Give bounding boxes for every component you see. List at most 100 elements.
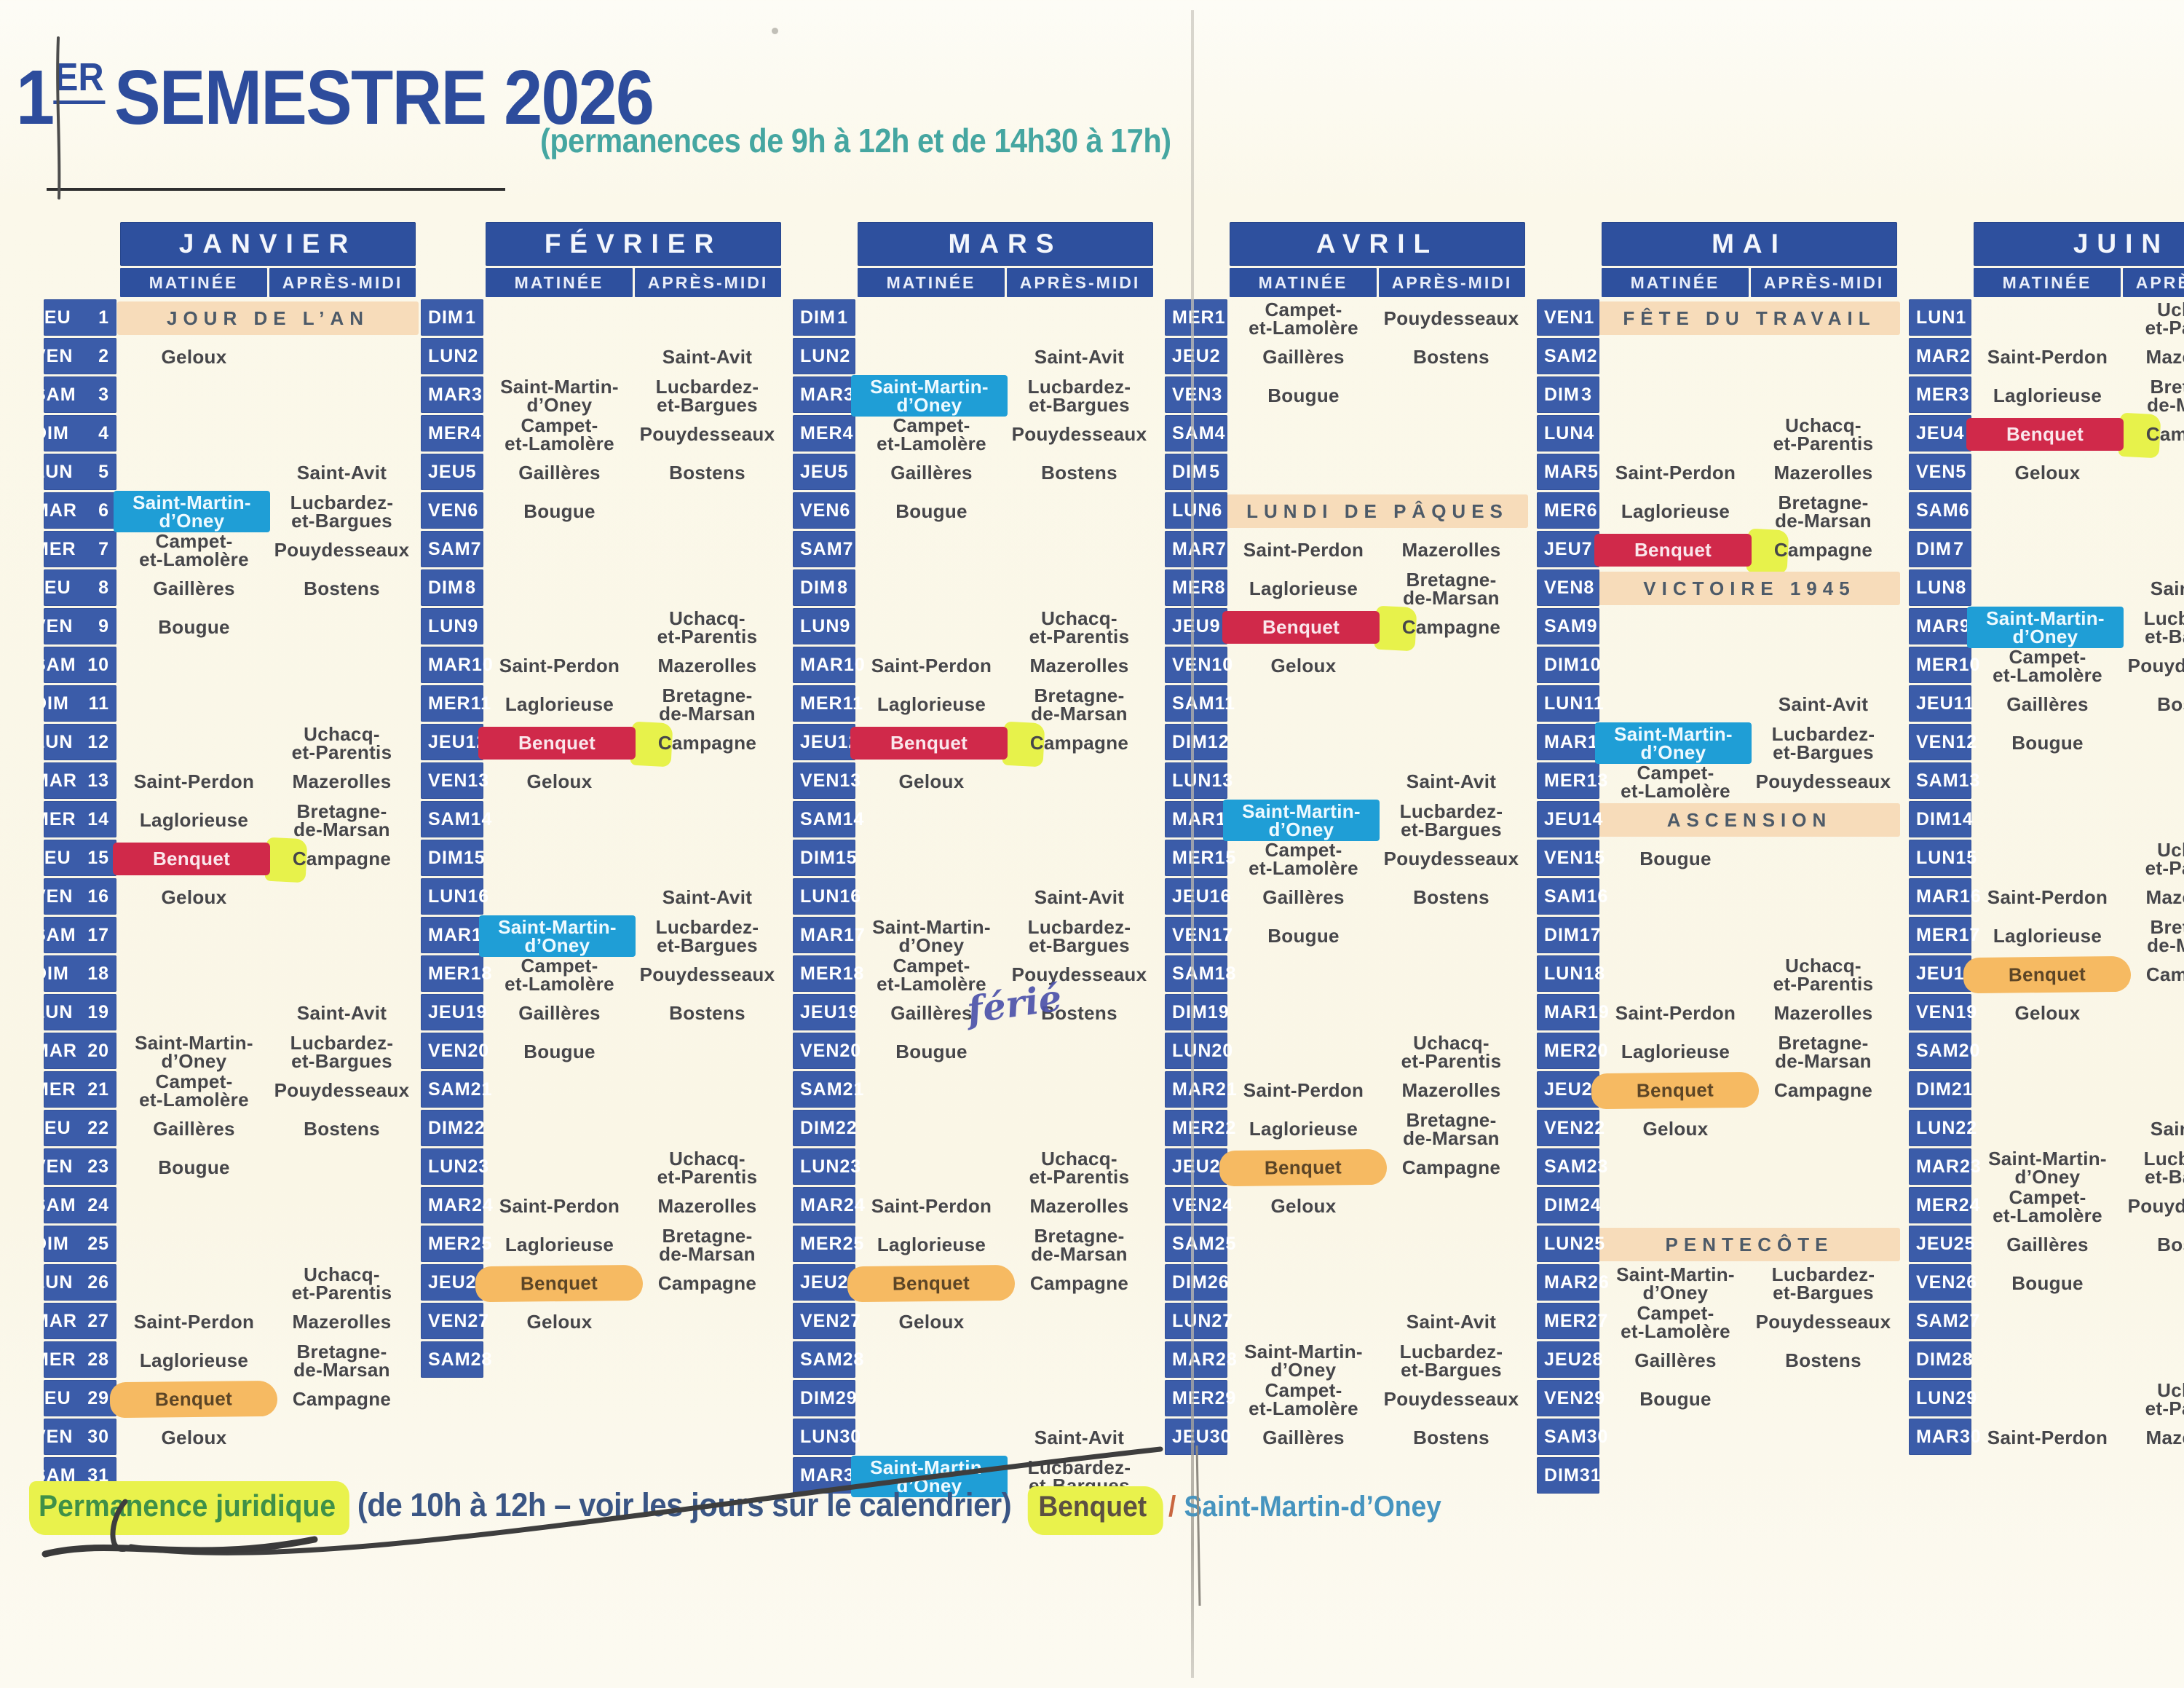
day-label: MAR 6: [44, 492, 116, 529]
morning-duty: Geloux: [1270, 1195, 1337, 1217]
day-number: 13: [467, 770, 490, 791]
afternoon-duty: Mazerolles: [1773, 1002, 1873, 1024]
day-label: DIM 7: [1909, 531, 1971, 567]
day-number: 10: [843, 654, 866, 675]
day-number: 26: [1207, 1271, 1230, 1293]
weekday-abbrev: MAR: [428, 924, 472, 945]
day-label: MER 7: [44, 531, 116, 567]
weekday-abbrev: MAR: [1544, 461, 1588, 482]
weekday-abbrev: SAM: [800, 1078, 843, 1100]
weekday-abbrev: MER: [44, 1349, 76, 1370]
day-number: 20: [1211, 1040, 1234, 1061]
day-label: MER 3: [1909, 376, 1971, 413]
morning-duty-highlighted: Saint-Martin- d’Oney: [479, 915, 636, 957]
day-label: DIM 22: [793, 1110, 858, 1146]
afternoon-duty: Bretagne- de-Marsan: [659, 684, 756, 725]
weekday-abbrev: SAM: [428, 538, 471, 559]
day-label: VEN 8: [1537, 569, 1599, 606]
morning-duty: Bougue: [158, 616, 230, 638]
title-underline: [47, 188, 505, 191]
day-number: 18: [1214, 963, 1237, 984]
morning-duty: Campet- et-Lamolère: [877, 414, 986, 454]
weekday-abbrev: DIM: [428, 1117, 464, 1138]
day-number: 10: [87, 654, 109, 675]
day-number: 22: [1583, 1117, 1606, 1138]
day-number: 13: [1586, 770, 1609, 791]
morning-duty: Campet- et-Lamolère: [1621, 761, 1730, 802]
afternoon-duty: Bostens: [2157, 1234, 2184, 1255]
day-number: 2: [467, 345, 479, 366]
day-label: JEU 19: [421, 994, 486, 1030]
afternoon-duty: Bretagne- de-Marsan: [2147, 375, 2184, 416]
morning-duty: Geloux: [1642, 1118, 1709, 1140]
day-label: DIM 8: [793, 569, 855, 606]
afternoon-duty: Bostens: [1413, 346, 1489, 368]
day-number: 21: [1951, 1078, 1974, 1100]
day-number: 16: [1959, 886, 1982, 907]
day-label: JEU18: [1909, 955, 1974, 992]
morning-duty: Saint-Perdon: [1243, 1079, 1364, 1101]
day-number: 15: [1583, 847, 1606, 868]
weekday-abbrev: SAM: [1916, 1310, 1959, 1331]
morning-duty: Campet- et-Lamolère: [1249, 838, 1358, 879]
afternoon-duty: Campagne: [1401, 1156, 1501, 1178]
day-label: LUN 16: [793, 878, 860, 915]
day-label: SAM 27: [1909, 1303, 1979, 1339]
afternoon-duty: Lucbardez- et-Bargues: [2143, 607, 2184, 647]
afternoon-duty: Pouydesseaux: [2127, 1195, 2184, 1217]
day-label: MER 28: [44, 1341, 116, 1378]
column-header-apres-midi: APRÈS-MIDI: [2123, 268, 2184, 297]
weekday-abbrev: MAR: [1916, 345, 1960, 366]
day-label: SAM4: [1165, 415, 1227, 451]
day-label: VEN 2: [44, 338, 116, 374]
day-label: SAM 21: [421, 1071, 491, 1108]
afternoon-duty: Saint-Avit: [296, 462, 387, 484]
day-number: 3: [1211, 384, 1223, 405]
weekday-abbrev: DIM: [1916, 1078, 1952, 1100]
weekday-abbrev: MER: [800, 422, 843, 443]
afternoon-duty: Lucbardez- et-Bargues: [1027, 915, 1131, 956]
day-number: 27: [1211, 1310, 1234, 1331]
day-number: 11: [1583, 693, 1605, 714]
day-number: 10: [1211, 654, 1234, 675]
morning-duty: Campet- et-Lamolère: [1249, 298, 1358, 339]
day-number: 29: [1955, 1387, 1978, 1408]
afternoon-duty: Mazerolles: [1029, 655, 1129, 677]
day-label: SAM 17: [44, 917, 116, 953]
day-number: 27: [839, 1310, 862, 1331]
afternoon-duty: Uchacq- et-Parentis: [291, 722, 392, 763]
afternoon-duty: Bretagne- de-Marsan: [293, 800, 390, 840]
day-label: LUN 12: [44, 724, 116, 760]
day-number: 2: [98, 345, 109, 366]
legend-permanence-juridique: Permanence juridique: [29, 1481, 349, 1535]
weekday-abbrev: MAR: [800, 1194, 844, 1215]
morning-duty: Laglorieuse: [877, 1234, 986, 1255]
weekday-abbrev: VEN: [44, 615, 74, 636]
weekday-abbrev: JEU: [1544, 808, 1582, 829]
day-number: 14: [470, 808, 493, 829]
morning-duty-highlighted: Benquet: [109, 1380, 278, 1419]
morning-duty: Laglorieuse: [505, 1234, 614, 1255]
weekday-abbrev: DIM: [1544, 654, 1580, 675]
day-label: MAR 9: [1909, 608, 1971, 644]
weekday-abbrev: VEN: [1544, 307, 1584, 328]
weekday-abbrev: DIM: [800, 577, 836, 598]
day-label: MAR 3: [793, 376, 855, 413]
weekday-abbrev: VEN: [800, 1310, 840, 1331]
weekday-abbrev: JEU: [1544, 538, 1582, 559]
afternoon-duty: Campagne: [2145, 963, 2184, 985]
day-label: VEN 9: [44, 608, 116, 644]
weekday-abbrev: MER: [44, 808, 76, 829]
day-label: SAM 7: [421, 531, 483, 567]
day-label: MAR 16: [1909, 878, 1981, 915]
day-number: 22: [1214, 1117, 1237, 1138]
morning-duty: Campet- et-Lamolère: [139, 1070, 249, 1111]
day-label: MAR 13: [44, 762, 116, 799]
weekday-abbrev: MER: [1544, 500, 1587, 521]
weekday-abbrev: SAM: [1544, 1426, 1587, 1447]
morning-duty-highlighted: Benquet: [113, 843, 270, 875]
weekday-abbrev: VEN: [1544, 1387, 1584, 1408]
weekday-abbrev: VEN: [800, 770, 840, 791]
day-number: 22: [835, 1117, 858, 1138]
morning-duty-highlighted: Benquet: [475, 1264, 644, 1303]
